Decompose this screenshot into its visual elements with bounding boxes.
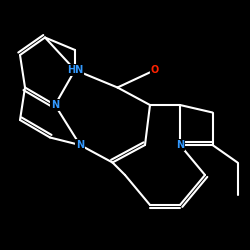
Text: N: N (51, 100, 59, 110)
Text: N: N (76, 140, 84, 150)
Text: N: N (176, 140, 184, 150)
Text: O: O (151, 65, 159, 75)
Text: HN: HN (67, 65, 83, 75)
